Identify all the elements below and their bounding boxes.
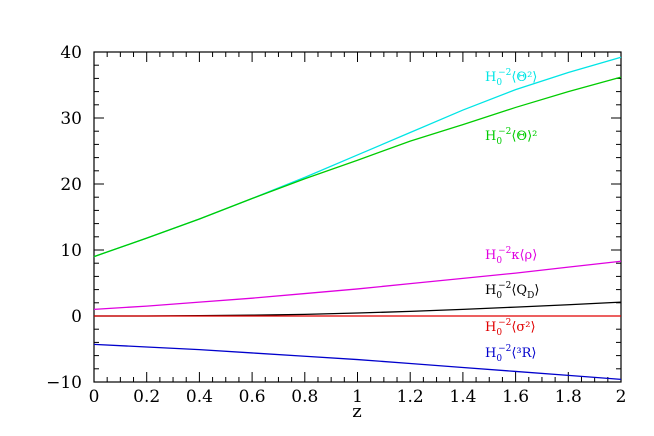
tick-marks — [93, 51, 622, 383]
label-kappa-rho: H0−2κ⟨ρ⟩ — [485, 246, 537, 266]
series-line-0 — [93, 56, 622, 258]
series-labels: H0−2⟨Θ²⟩ H0−2⟨Θ⟩² H0−2κ⟨ρ⟩ H0−2⟨QD⟩ H0−2… — [485, 68, 539, 364]
label-theta-sq: H0−2⟨Θ⟩² — [485, 127, 537, 147]
x-tick-label: 0 — [89, 387, 100, 407]
label-sigma2-base: H — [485, 320, 496, 335]
label-qd-sub: 0 — [496, 291, 502, 301]
y-tick-label: 0 — [71, 307, 82, 327]
label-sigma2-sub: 0 — [496, 328, 502, 338]
y-tick-label: 30 — [60, 109, 82, 129]
label-ricci-body: ⟨³R⟩ — [511, 346, 536, 361]
label-qd-exp: −2 — [498, 281, 511, 291]
x-tick-label: 1.6 — [502, 387, 529, 407]
label-ricci-exp: −2 — [498, 344, 511, 354]
x-tick-label: 1.2 — [397, 387, 424, 407]
x-tick-label: 1.4 — [449, 387, 476, 407]
x-tick-label: 0.6 — [239, 387, 266, 407]
y-tick-label: −10 — [46, 373, 82, 393]
label-theta2-body: ⟨Θ²⟩ — [511, 70, 537, 85]
x-tick-label: 1.8 — [555, 387, 582, 407]
x-tick-label: 0.8 — [291, 387, 318, 407]
label-sigma2: H0−2⟨σ²⟩ — [485, 318, 536, 338]
label-qd-base: H — [485, 283, 496, 298]
y-tick-label: 20 — [60, 175, 82, 195]
label-kappa-rho-exp: −2 — [498, 246, 511, 256]
label-theta-sq-exp: −2 — [498, 127, 511, 137]
label-theta2-base: H — [485, 70, 496, 85]
plot-frame — [93, 51, 622, 383]
label-ricci-sub: 0 — [496, 354, 502, 364]
x-axis-title: z — [352, 401, 361, 422]
y-tick-label: 10 — [60, 241, 82, 261]
label-qd-body-sub: D — [527, 291, 534, 301]
label-ricci-base: H — [485, 346, 496, 361]
label-kappa-rho-base: H — [485, 248, 496, 263]
y-tick-label: 40 — [60, 43, 82, 63]
x-tick-label: 1 — [352, 387, 363, 407]
series-line-5 — [93, 343, 622, 381]
y-tick-labels: −10 0 10 20 30 40 — [46, 43, 82, 393]
label-ricci: H0−2⟨³R⟩ — [485, 344, 537, 364]
label-kappa-rho-sub: 0 — [496, 256, 502, 266]
series-line-2 — [93, 260, 622, 311]
label-qd-body: ⟨Q — [511, 283, 527, 298]
x-tick-label: 2 — [616, 387, 627, 407]
label-sigma2-exp: −2 — [498, 318, 511, 328]
label-theta-sq-base: H — [485, 129, 496, 144]
label-qd-body-end: ⟩ — [534, 283, 539, 298]
x-tick-label: 0.4 — [186, 387, 213, 407]
label-kappa-rho-body: κ⟨ρ⟩ — [511, 248, 537, 263]
label-theta2-sub: 0 — [496, 78, 502, 88]
label-theta-sq-body: ⟨Θ⟩² — [511, 129, 537, 144]
series-lines — [93, 56, 622, 381]
label-theta2: H0−2⟨Θ²⟩ — [485, 68, 537, 88]
label-qd: H0−2⟨QD⟩ — [485, 281, 539, 301]
label-theta-sq-sub: 0 — [496, 137, 502, 147]
label-theta2-exp: −2 — [498, 68, 511, 78]
x-tick-label: 0.2 — [133, 387, 160, 407]
label-sigma2-body: ⟨σ²⟩ — [511, 320, 535, 335]
series-line-1 — [93, 76, 622, 258]
x-tick-labels: 0 0.2 0.4 0.6 0.8 1 1.2 1.4 1.6 1.8 2 — [89, 387, 627, 407]
